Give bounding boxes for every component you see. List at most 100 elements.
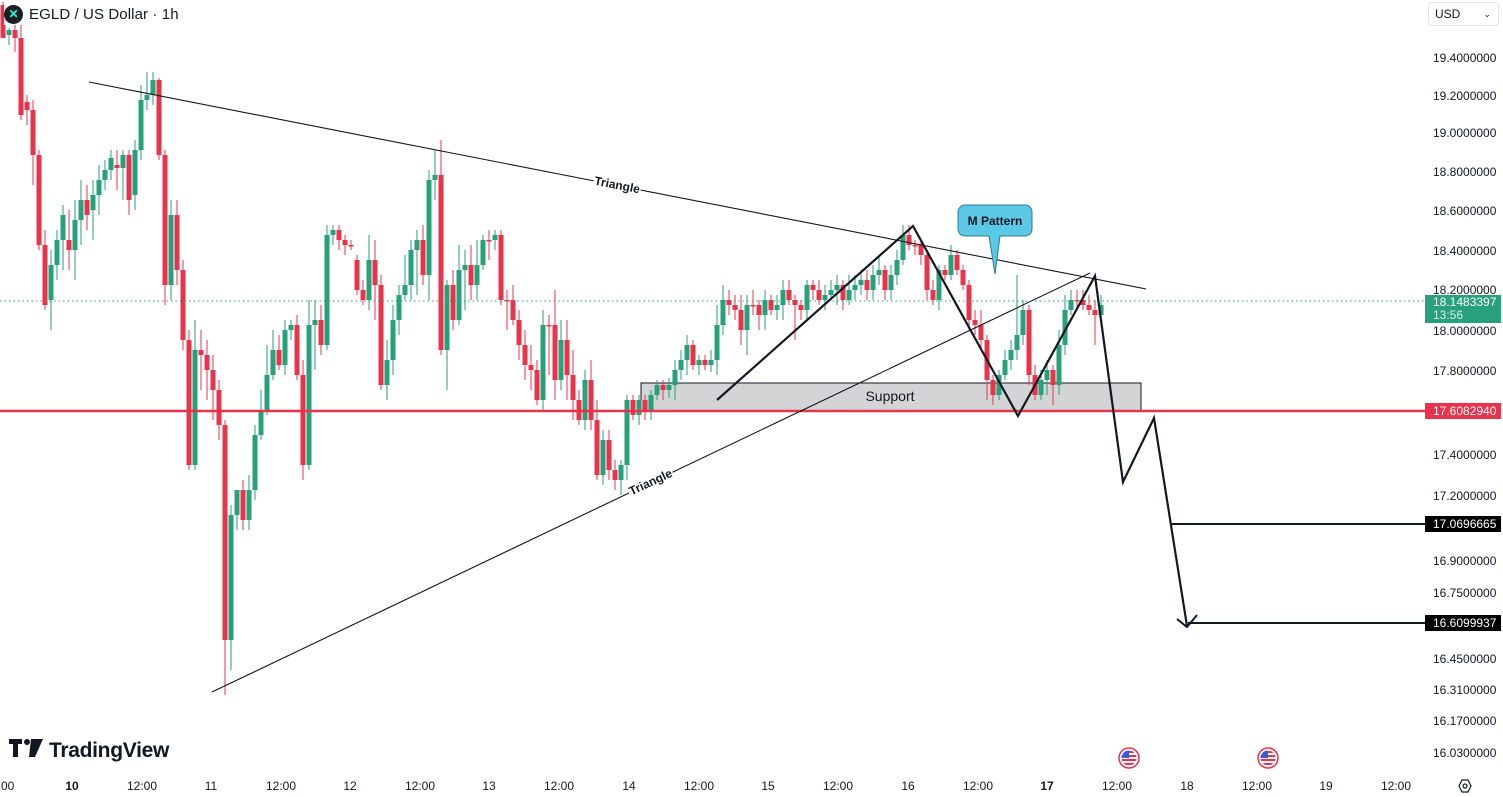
candle bbox=[552, 290, 558, 400]
candle bbox=[444, 280, 450, 390]
candle bbox=[564, 320, 570, 400]
candle bbox=[252, 425, 258, 500]
candle bbox=[672, 360, 678, 400]
candle bbox=[570, 350, 576, 420]
candle bbox=[846, 275, 852, 305]
candle bbox=[348, 240, 354, 250]
candle bbox=[60, 205, 66, 270]
candle bbox=[978, 310, 984, 350]
candle bbox=[276, 335, 282, 370]
m-pattern-callout[interactable]: M Pattern bbox=[957, 204, 1033, 275]
time-axis-label: 18 bbox=[1180, 779, 1194, 793]
symbol-title[interactable]: EGLD / US Dollar · 1h bbox=[29, 5, 179, 23]
candle bbox=[288, 320, 294, 340]
candle bbox=[150, 72, 156, 105]
candle bbox=[996, 370, 1002, 400]
candle bbox=[606, 430, 612, 480]
tradingview-mark-icon bbox=[9, 739, 43, 763]
candle bbox=[144, 72, 150, 110]
candle bbox=[738, 295, 744, 345]
price-axis-label: 16.4500000 bbox=[1433, 652, 1497, 666]
candle bbox=[810, 280, 816, 300]
candle bbox=[96, 165, 102, 215]
candle bbox=[870, 265, 876, 300]
candle bbox=[84, 185, 90, 230]
price-level-tag[interactable]: 17.6082940 bbox=[1425, 403, 1501, 419]
chart-header: ✕ EGLD / US Dollar · 1h bbox=[4, 3, 183, 25]
candle bbox=[180, 260, 186, 350]
candle bbox=[186, 330, 192, 470]
time-axis-label: 12:00 bbox=[1101, 779, 1133, 793]
time-axis-label: 12:00 bbox=[822, 779, 854, 793]
candle bbox=[396, 285, 402, 335]
bar-countdown: 13:56 bbox=[1433, 308, 1464, 322]
time-axis-label: 11 bbox=[204, 779, 218, 793]
candle bbox=[384, 340, 390, 400]
candle bbox=[612, 460, 618, 490]
candle bbox=[840, 280, 846, 310]
candle bbox=[1068, 290, 1074, 315]
time-axis-label: 10 bbox=[65, 779, 79, 793]
candle bbox=[30, 100, 36, 185]
candle bbox=[864, 270, 870, 300]
price-axis-label: 17.8000000 bbox=[1433, 364, 1497, 378]
us-flag-event-icon[interactable] bbox=[1118, 747, 1140, 769]
candle bbox=[942, 265, 948, 280]
candle bbox=[156, 78, 162, 160]
candle bbox=[366, 235, 372, 310]
time-axis-label: 15 bbox=[761, 779, 775, 793]
candle bbox=[372, 240, 378, 320]
candle bbox=[1044, 360, 1050, 395]
tradingview-logo[interactable]: TradingView bbox=[9, 739, 169, 763]
price-axis-label: 19.0000000 bbox=[1433, 126, 1497, 140]
price-level-tag[interactable]: 16.6099937 bbox=[1425, 615, 1501, 631]
settings-hexagon-icon[interactable] bbox=[1458, 779, 1472, 793]
time-axis-label: 12 bbox=[343, 779, 357, 793]
price-axis-label: 18.0000000 bbox=[1433, 324, 1497, 338]
candle bbox=[432, 150, 438, 200]
candle bbox=[744, 295, 750, 355]
price-axis-label: 16.0300000 bbox=[1433, 746, 1497, 760]
candle bbox=[582, 370, 588, 430]
time-axis-label: 16 bbox=[901, 779, 915, 793]
candle bbox=[576, 390, 582, 425]
candle bbox=[468, 245, 474, 300]
candle bbox=[120, 150, 126, 200]
currency-value: USD bbox=[1435, 7, 1461, 21]
time-axis-label: 12:00 bbox=[265, 779, 297, 793]
candle bbox=[804, 280, 810, 320]
candle bbox=[534, 360, 540, 405]
candle bbox=[210, 355, 216, 420]
price-axis-label: 18.8000000 bbox=[1433, 165, 1497, 179]
price-axis-label: 18.6000000 bbox=[1433, 204, 1497, 218]
candle bbox=[834, 275, 840, 305]
m-pattern-path[interactable] bbox=[716, 224, 1189, 627]
current-price-value: 18.1483397 bbox=[1433, 295, 1497, 309]
price-axis-label: 16.3100000 bbox=[1433, 683, 1497, 697]
time-axis-label: 12:00 bbox=[126, 779, 158, 793]
candle bbox=[36, 150, 42, 250]
candle bbox=[702, 355, 708, 370]
candle bbox=[270, 330, 276, 380]
candle bbox=[192, 320, 198, 470]
candle bbox=[480, 235, 486, 270]
price-level-tag[interactable]: 17.0696665 bbox=[1425, 516, 1501, 532]
candle bbox=[162, 150, 168, 305]
time-axis-label: 12:00 bbox=[962, 779, 994, 793]
us-flag-event-icon[interactable] bbox=[1257, 747, 1279, 769]
currency-select[interactable]: USD ⌄ bbox=[1428, 2, 1499, 26]
price-axis-label: 18.4000000 bbox=[1433, 244, 1497, 258]
candle bbox=[1008, 340, 1014, 370]
candle bbox=[48, 250, 54, 330]
candle bbox=[798, 300, 804, 320]
time-axis-label: 13 bbox=[482, 779, 496, 793]
candle bbox=[42, 230, 48, 310]
candle bbox=[1020, 300, 1026, 345]
candle bbox=[684, 335, 690, 375]
candle bbox=[714, 305, 720, 375]
support-zone[interactable] bbox=[640, 382, 1142, 412]
candle bbox=[618, 460, 624, 495]
time-axis-label: 12:00 bbox=[404, 779, 436, 793]
candle bbox=[882, 265, 888, 300]
